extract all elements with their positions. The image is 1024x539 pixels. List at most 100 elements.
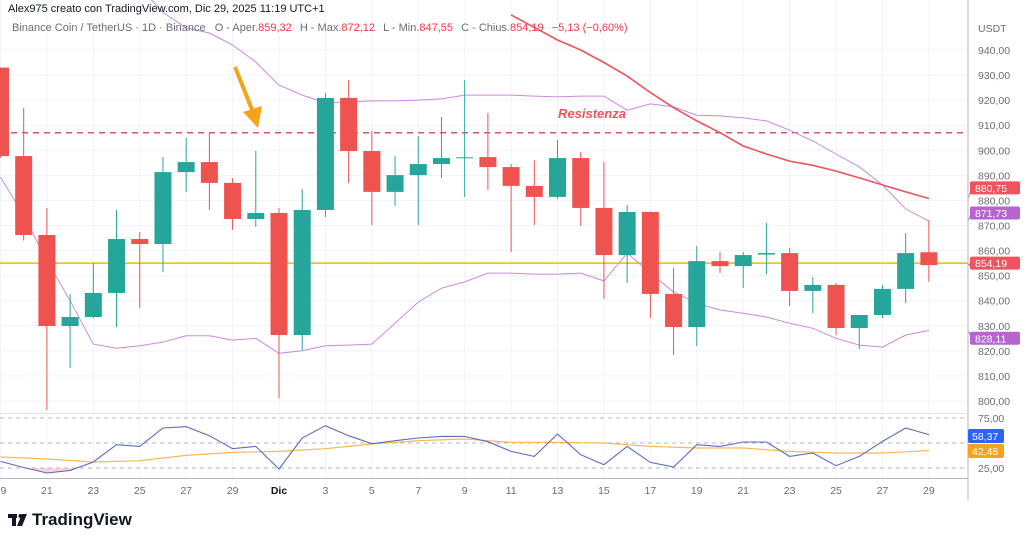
price-tick-label: 910,00: [978, 120, 1010, 132]
price-tag-label: 871,73: [975, 208, 1007, 220]
arrow-annotation-icon[interactable]: [233, 66, 262, 128]
time-tick-label: 25: [830, 485, 842, 497]
time-tick-label: 23: [784, 485, 796, 497]
candle-down: [827, 284, 845, 329]
price-tick-label: 880,00: [978, 195, 1010, 207]
candle-up: [432, 158, 450, 165]
price-tick-label: 800,00: [978, 396, 1010, 408]
price-tick-label: 900,00: [978, 145, 1010, 157]
price-tick-label: 810,00: [978, 371, 1010, 383]
candle-up: [757, 253, 775, 255]
time-tick-label: 17: [645, 485, 657, 497]
candle-down: [340, 97, 358, 152]
price-tag: [970, 181, 1020, 195]
candle-down: [479, 157, 497, 168]
candle-down: [224, 182, 242, 219]
grid: [0, 0, 968, 478]
candle-up: [873, 288, 891, 315]
price-tag-label: 854,19: [975, 258, 1007, 270]
symbol-name: Binance Coin / TetherUS · 1D · Binance: [12, 22, 206, 34]
time-tick-label: 21: [41, 485, 53, 497]
candle-up: [804, 284, 822, 291]
time-tick-label: 5: [369, 485, 375, 497]
currency-label: USDT: [978, 23, 1007, 35]
price-tick-label: 940,00: [978, 45, 1010, 57]
rsi-pane: [0, 417, 968, 474]
candle-up: [386, 175, 404, 192]
rsi-ma-line: [0, 438, 929, 463]
rsi-tag-label: 58,37: [972, 431, 998, 443]
bollinger-upper-line: [150, 0, 930, 222]
candle-down: [781, 253, 799, 291]
time-tick-label: 7: [415, 485, 421, 497]
axes: 940,00 930,00 920,00 910,00 900,00 890,00 880,…: [0, 45, 1020, 497]
rsi-tag: [968, 429, 1004, 443]
candle-down: [200, 162, 218, 183]
rsi-tag-label: 42,48: [972, 446, 998, 458]
time-tick-label: 11: [506, 485, 517, 497]
candle-up: [618, 211, 636, 256]
time-tick-label: Dic: [271, 485, 288, 497]
price-tag: [970, 331, 1020, 345]
candle-up: [293, 209, 311, 336]
price-tick-label: 840,00: [978, 296, 1010, 308]
price-tag: [970, 206, 1020, 220]
time-tick-label: 23: [87, 485, 99, 497]
close-value: 854,19: [510, 22, 544, 34]
time-tick-label: 19: [0, 485, 6, 497]
price-tick-label: 890,00: [978, 170, 1010, 182]
candle-down: [15, 156, 33, 236]
time-tick-label: 15: [598, 485, 610, 497]
svg-text:TradingView: TradingView: [32, 510, 133, 529]
candle-down: [572, 158, 590, 208]
rsi-tick-label: 75,00: [978, 413, 1004, 425]
time-tick-label: 25: [134, 485, 146, 497]
candle-down: [920, 252, 938, 266]
price-tick-label: 820,00: [978, 346, 1010, 358]
candle-down: [641, 211, 659, 294]
high-value: 872,12: [341, 22, 375, 34]
price-tag-label: 828,11: [975, 333, 1006, 345]
candle-up: [734, 255, 752, 267]
candle-up: [850, 314, 868, 329]
time-tick-label: 3: [322, 485, 328, 497]
candle-down: [525, 185, 543, 197]
candle-down: [665, 293, 683, 328]
price-tick-label: 870,00: [978, 220, 1010, 232]
time-tick-label: 27: [877, 485, 889, 497]
time-tick-label: 13: [552, 485, 564, 497]
symbol-legend: Binance Coin / TetherUS · 1D · Binance O…: [12, 22, 628, 34]
candle-down: [38, 235, 56, 327]
price-pane: [0, 0, 968, 411]
candle-up: [897, 253, 915, 289]
candle-down: [595, 207, 613, 256]
resistance-annotation[interactable]: Resistenza: [558, 106, 626, 121]
author-line: Alex975 creato con TradingView.com, Dic …: [8, 3, 325, 15]
rsi-tag: [968, 444, 1004, 458]
time-tick-label: 29: [227, 485, 239, 497]
open-value: 859,32: [258, 22, 292, 34]
price-tick-label: 930,00: [978, 70, 1010, 82]
candle-down: [711, 261, 729, 267]
rsi-tick-label: 25,00: [978, 463, 1004, 475]
candle-up: [456, 157, 474, 159]
time-tick-label: 21: [737, 485, 749, 497]
candle-up: [247, 212, 265, 219]
candle-up: [108, 239, 126, 293]
candle-up: [61, 316, 79, 327]
candle-down: [131, 239, 149, 245]
time-tick-label: 29: [923, 485, 935, 497]
candle-up: [177, 162, 195, 173]
candle-down: [502, 167, 520, 186]
candle-up: [688, 261, 706, 328]
change-value: −5,13 (−0,60%): [552, 22, 628, 34]
price-tick-label: 920,00: [978, 95, 1010, 107]
tradingview-logo: TradingView: [8, 510, 133, 529]
time-tick-label: 19: [691, 485, 703, 497]
candle-down: [0, 67, 9, 157]
price-tag: [970, 256, 1020, 270]
candle-down: [363, 151, 381, 192]
time-tick-label: 27: [180, 485, 192, 497]
price-tick-label: 860,00: [978, 246, 1010, 258]
